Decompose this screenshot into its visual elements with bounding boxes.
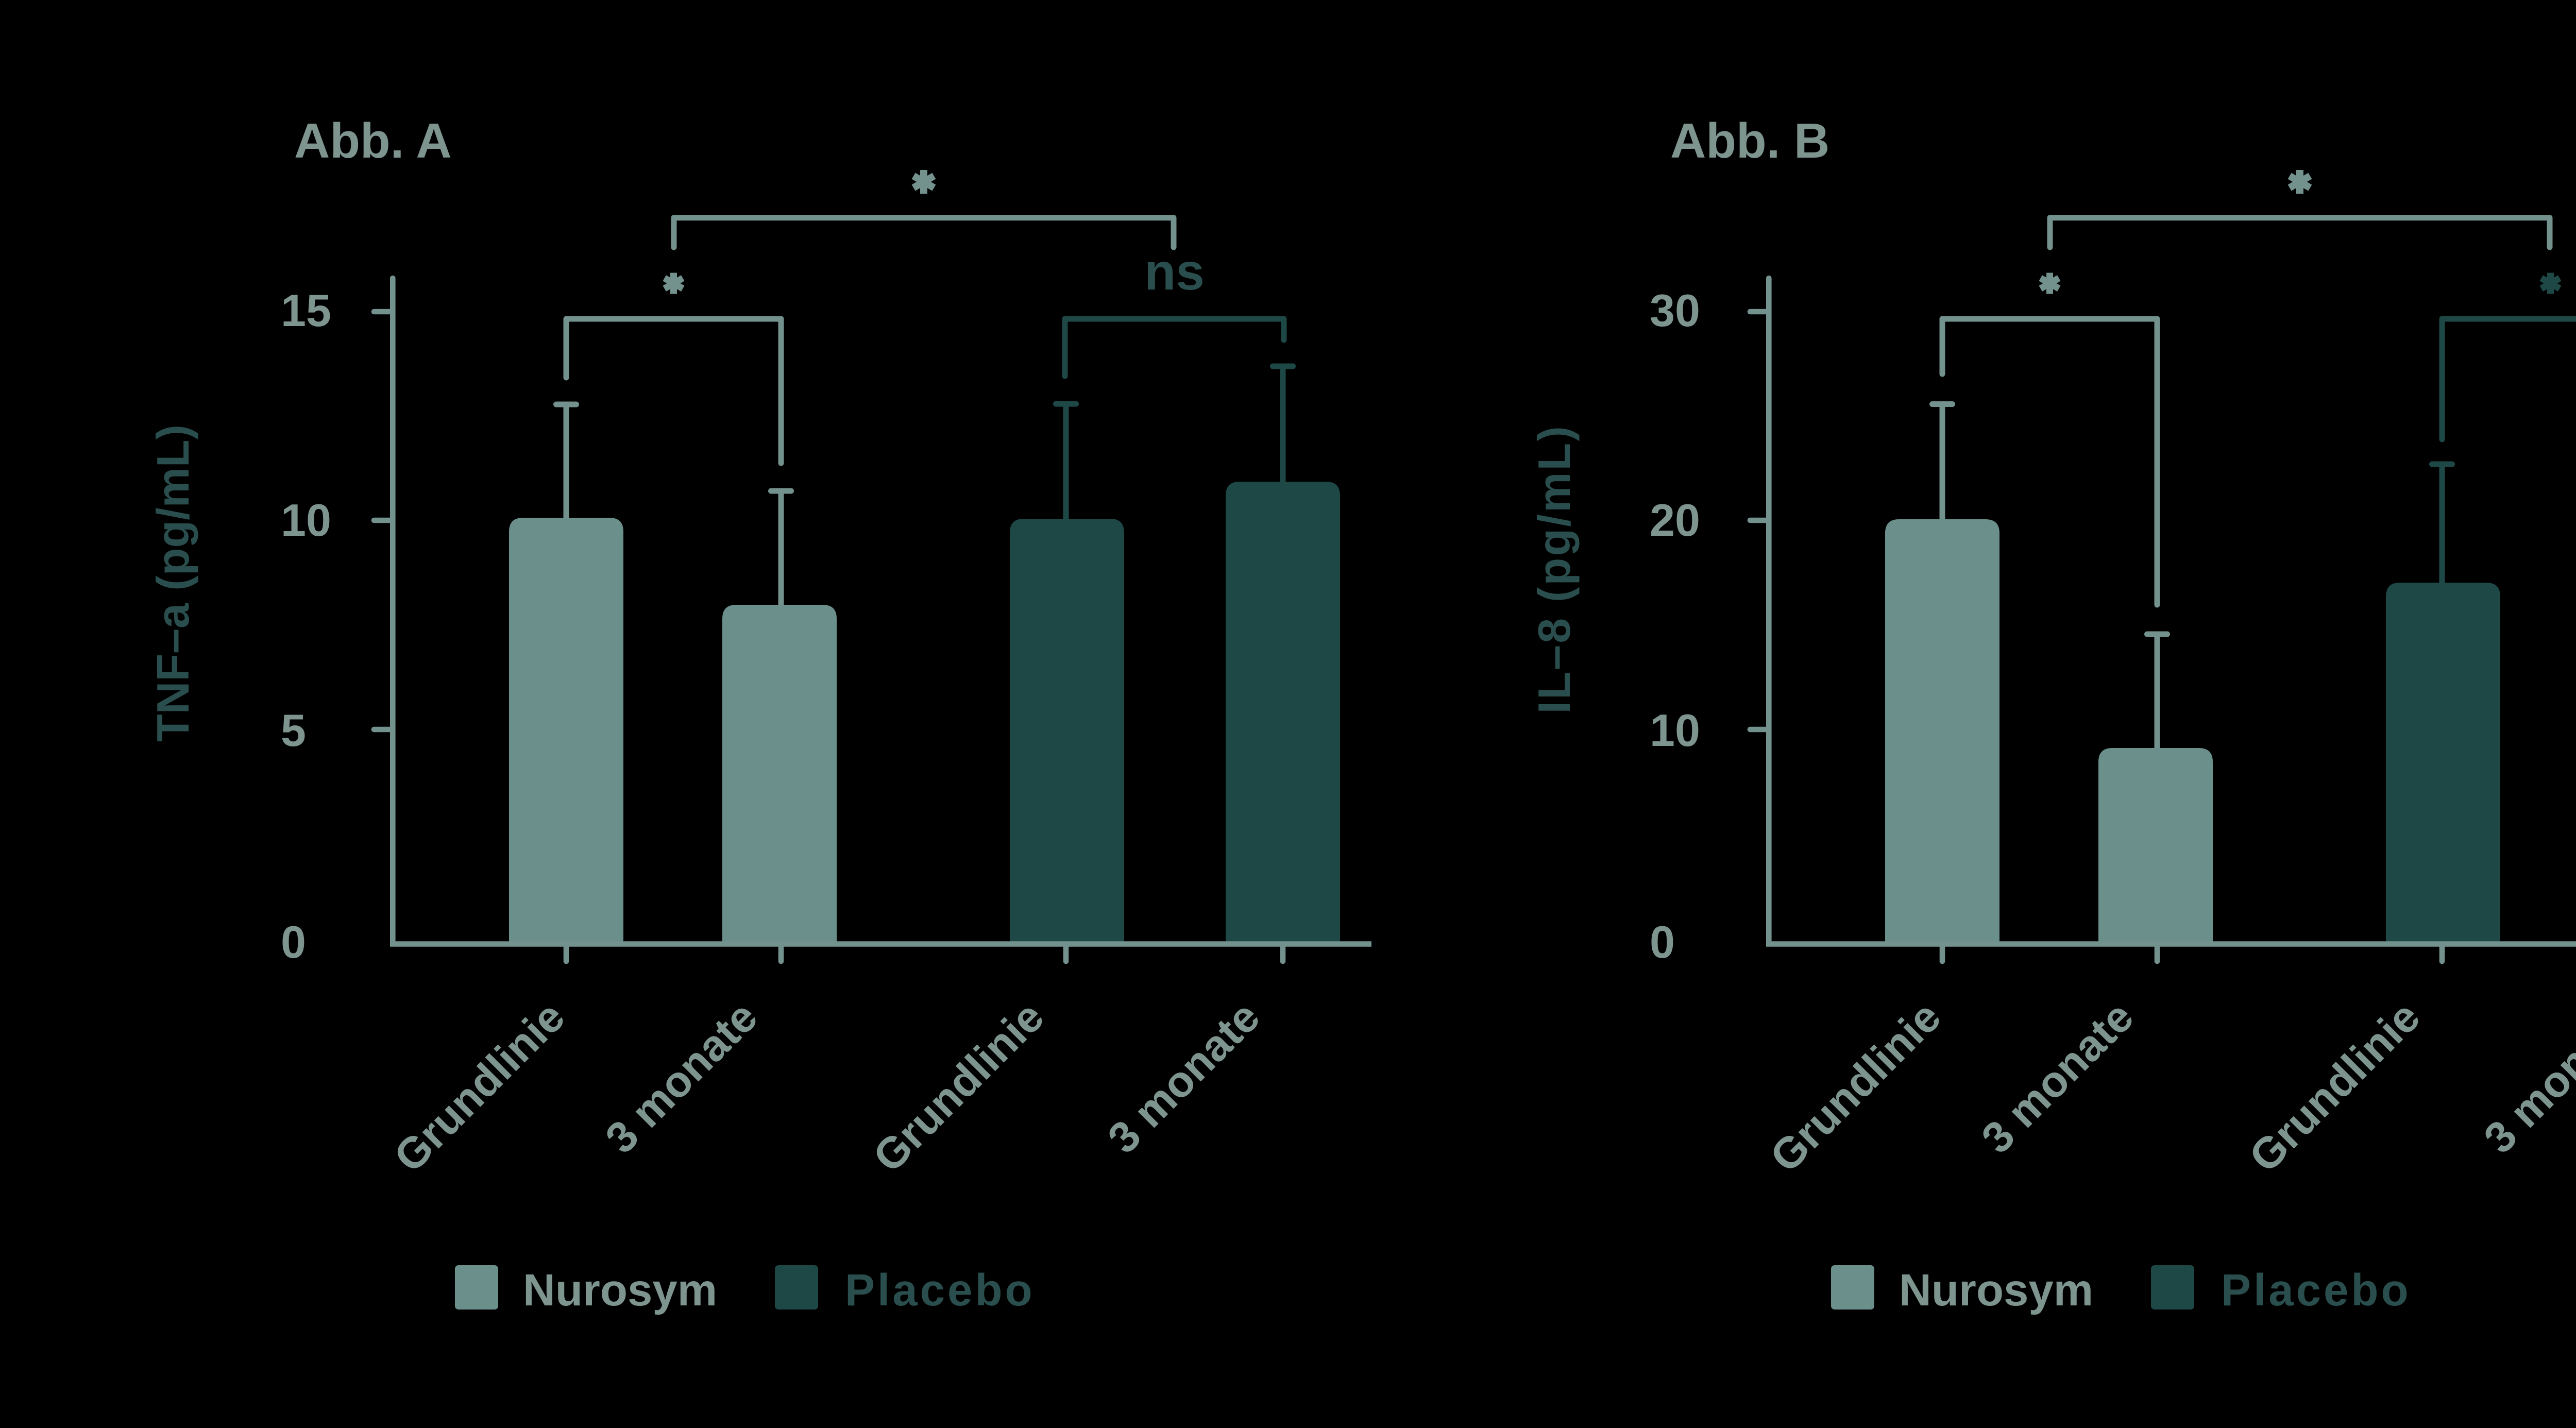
svg-text:Abb. B: Abb. B bbox=[1670, 113, 1829, 168]
svg-text:IL–8 (pg/mL): IL–8 (pg/mL) bbox=[1529, 424, 1580, 714]
svg-text:Placebo: Placebo bbox=[2221, 1265, 2411, 1315]
svg-text:30: 30 bbox=[1650, 285, 1700, 336]
svg-text:Abb. A: Abb. A bbox=[294, 113, 452, 168]
svg-text:0: 0 bbox=[281, 916, 306, 967]
svg-text:10: 10 bbox=[281, 495, 331, 546]
svg-text:0: 0 bbox=[1650, 916, 1675, 967]
svg-text:ns: ns bbox=[1144, 243, 1205, 301]
svg-text:Nurosym: Nurosym bbox=[1899, 1265, 2093, 1315]
svg-text:5: 5 bbox=[281, 705, 306, 756]
svg-text:10: 10 bbox=[1650, 705, 1700, 756]
svg-text:15: 15 bbox=[281, 285, 331, 336]
svg-text:TNF–a (pg/mL): TNF–a (pg/mL) bbox=[147, 424, 198, 742]
svg-text:Nurosym: Nurosym bbox=[523, 1265, 717, 1315]
svg-text:20: 20 bbox=[1650, 495, 1700, 546]
svg-text:Placebo: Placebo bbox=[845, 1265, 1035, 1315]
